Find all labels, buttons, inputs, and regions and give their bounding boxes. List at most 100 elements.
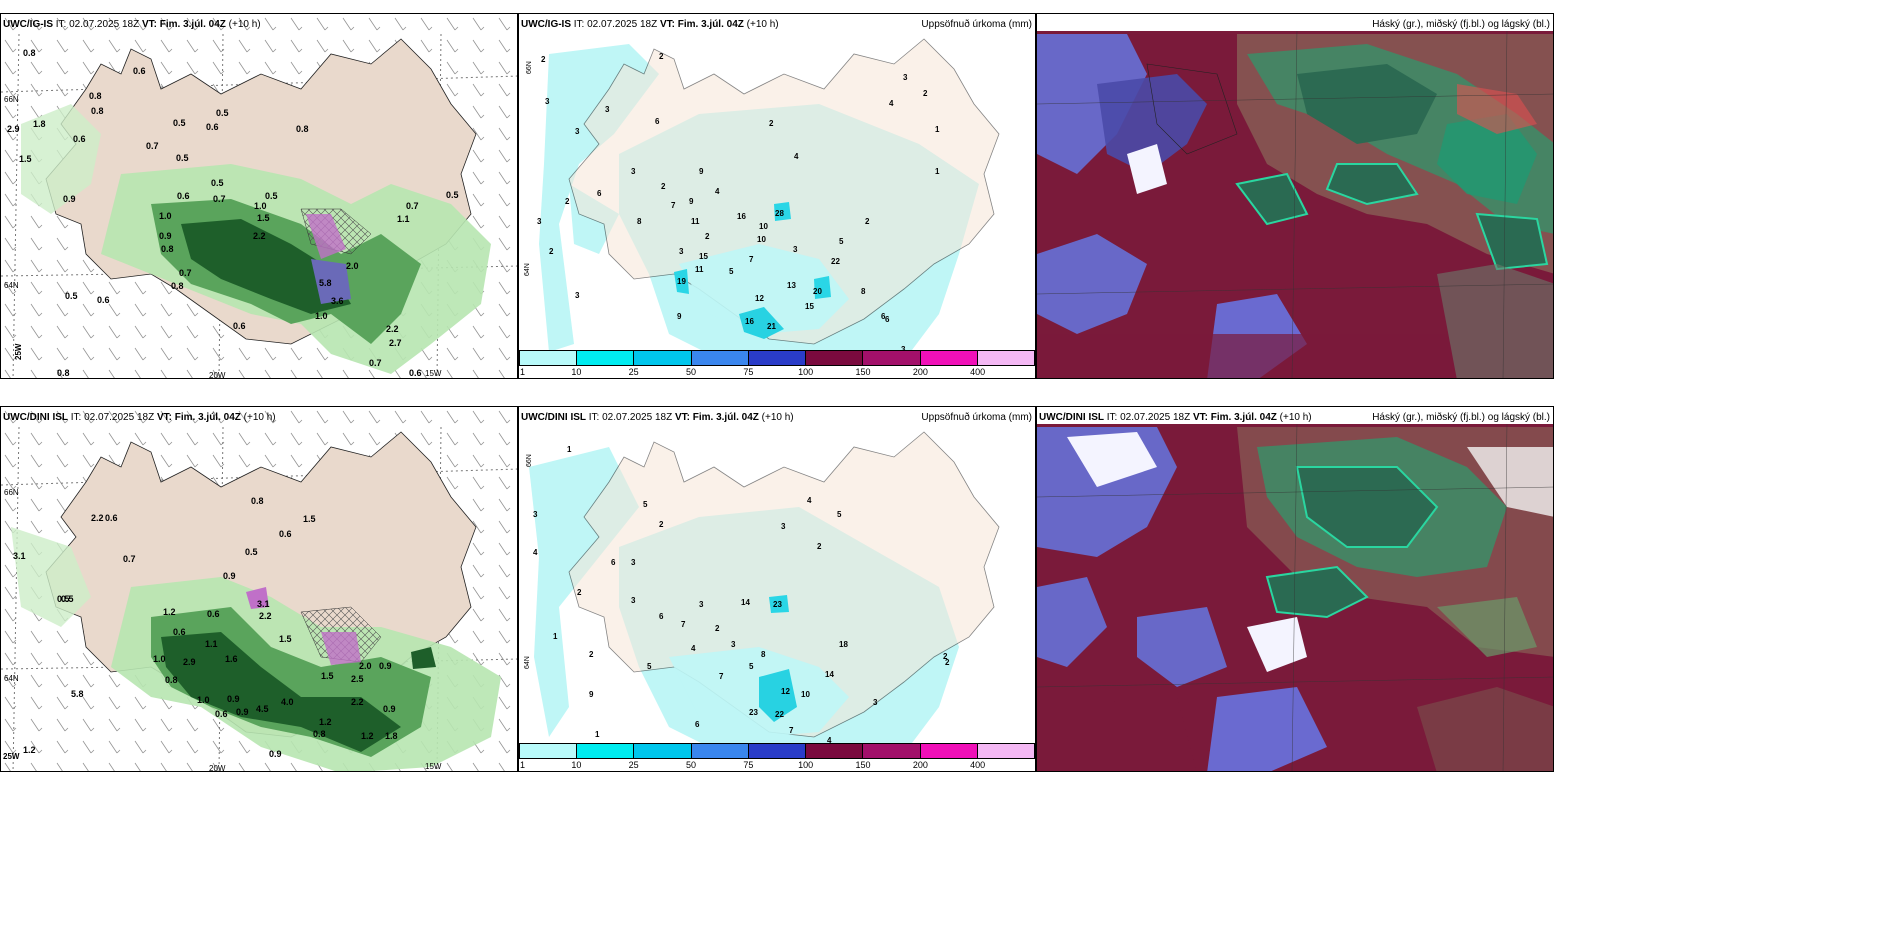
colorbar-tick-label: 100 [798,367,814,377]
accum-value: 2 [661,182,666,191]
accum-value: 2 [769,119,774,128]
accum-value: 4 [827,736,832,745]
accum-value: 6 [885,315,890,324]
lon-label: 20W [209,371,226,379]
cloud-cover-map [1037,407,1553,771]
precip-value: 1.5 [19,154,32,164]
colorbar-swatch [748,350,807,366]
accum-value: 2 [943,652,948,661]
precip-value: 0.8 [165,675,178,685]
precip-value: 0.8 [296,124,309,134]
precip-value: 1.0 [197,695,210,705]
accum-value: 3 [575,127,580,136]
accum-value: 7 [671,201,676,210]
precip-value: 5.8 [319,278,332,288]
precip-value: 0.5 [265,191,278,201]
accum-value: 5 [839,237,844,246]
precip-value: 3.1 [257,599,270,609]
colorbar-tick-label: 150 [855,760,871,770]
accum-value: 15 [805,302,814,311]
lat-label: 64N [4,281,19,290]
precip-value: 1.5 [257,213,270,223]
accum-value: 15 [699,252,708,261]
colorbar-tick-label: 400 [970,367,986,377]
precip-value: 1.2 [163,607,176,617]
precip-value: 2.2 [253,231,266,241]
colorbar: 1 10 25 50 75 100 150 200 400 [519,743,1035,771]
accum-value: 16 [745,317,754,326]
accum-value: 3 [679,247,684,256]
precip-value: 2.7 [389,338,402,348]
accum-value: 5 [647,662,652,671]
precip-value: 0.7 [146,141,159,151]
precip-value: 0.5 [211,178,224,188]
accum-value: 1 [595,730,600,739]
panel-header: UWC/DINI ISL IT: 02.07.2025 18Z VT: Fim.… [3,412,276,423]
precip-value: 0.5 [176,153,189,163]
accum-value: 1 [935,167,940,176]
accum-value: 3 [545,97,550,106]
panel-header: UWC/DINI ISL IT: 02.07.2025 18Z VT: Fim.… [521,412,794,423]
accum-value: 3 [731,640,736,649]
precip-value: 0.6 [279,529,292,539]
accum-value: 2 [589,650,594,659]
precip-value: 2.2 [91,513,104,523]
precip-value: 1.1 [397,214,410,224]
panel-header: UWC/IG-IS IT: 02.07.2025 18Z VT: Fim. 3.… [1039,19,1297,30]
precip-value: 0.7 [179,268,192,278]
panel-header: UWC/IG-IS IT: 02.07.2025 18Z VT: Fim. 3.… [3,19,261,30]
accum-value: 9 [677,312,682,321]
colorbar-swatch [977,743,1035,759]
panel-top-accum: UWC/IG-IS IT: 02.07.2025 18Z VT: Fim. 3.… [518,13,1036,379]
panel-top-precip-wind: UWC/IG-IS IT: 02.07.2025 18Z VT: Fim. 3.… [0,13,518,379]
accum-value: 5 [729,267,734,276]
colorbar-swatch [863,350,921,366]
accum-value: 8 [861,287,866,296]
panel-bottom-precip-wind: UWC/DINI ISL IT: 02.07.2025 18Z VT: Fim.… [0,406,518,772]
accum-value: 2 [565,197,570,206]
accum-value: 18 [839,640,848,649]
precip-wind-map: 25W 20W 15W 66N 64N 0.8 0.6 0.8 0.8 2.9 … [1,14,517,379]
colorbar-tick-label: 75 [743,367,754,377]
lon-label: 15W [425,762,442,771]
accum-value: 3 [699,600,704,609]
accum-value: 2 [715,624,720,633]
lat-label: 64N [4,674,19,683]
precip-value-labels: 3.1 2.2 0.6 0.8 1.5 0.7 0.5 0.5 0.6 0.9 … [13,496,398,759]
accumulated-precip-map: 1 3 4 2 3 5 6 7 4 3 14 23 2 3 5 7 8 6 10… [524,431,1000,752]
precip-value: 3.1 [13,551,26,561]
accum-value: 20 [813,287,822,296]
accum-value: 5 [837,510,842,519]
accum-value: 10 [801,690,810,699]
precip-value: 0.9 [379,661,392,671]
precip-value: 2.2 [259,611,272,621]
accum-value: 3 [793,245,798,254]
accum-value: 6 [881,312,886,321]
accum-value: 3 [537,217,542,226]
precip-value: 0.6 [133,66,146,76]
precip-value: 0.6 [97,295,110,305]
precip-value: 0.6 [177,191,190,201]
accumulated-precip-map: 2 3 2 3 2 6 8 2 3 9 6 7 9 11 16 10 28 4 … [524,38,1000,359]
colorbar-swatch [863,743,921,759]
accum-value: 2 [817,542,822,551]
accum-value: 8 [761,650,766,659]
precip-value: 0.6 [233,321,246,331]
colorbar-tick-label: 50 [685,760,697,770]
accum-value: 2 [865,217,870,226]
accum-value: 9 [589,690,594,699]
colorbar-tick-label: 50 [685,367,697,377]
colorbar-tick-label: 200 [912,760,928,770]
accum-value: 22 [775,710,784,719]
accum-value: 11 [691,217,700,226]
precip-value: 0.6 [173,627,186,637]
precip-value: 0.5 [61,594,74,604]
precip-value: 0.7 [369,358,382,368]
lat-label: 66N [4,95,19,104]
precip-value: 0.8 [171,281,184,291]
accum-value: 7 [749,255,754,264]
precip-value: 0.6 [207,609,220,619]
precip-value: 1.0 [315,311,328,321]
precip-value: 0.7 [123,554,136,564]
precip-value: 4.5 [256,704,269,714]
